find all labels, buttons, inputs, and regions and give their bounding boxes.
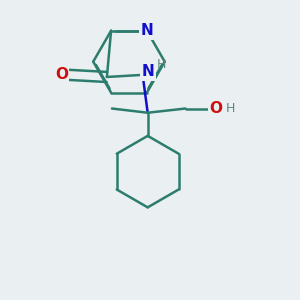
Text: H: H (157, 58, 166, 71)
Text: N: N (140, 23, 153, 38)
Text: N: N (141, 64, 154, 79)
Text: O: O (55, 68, 68, 82)
Text: O: O (210, 101, 223, 116)
Text: H: H (226, 102, 235, 115)
